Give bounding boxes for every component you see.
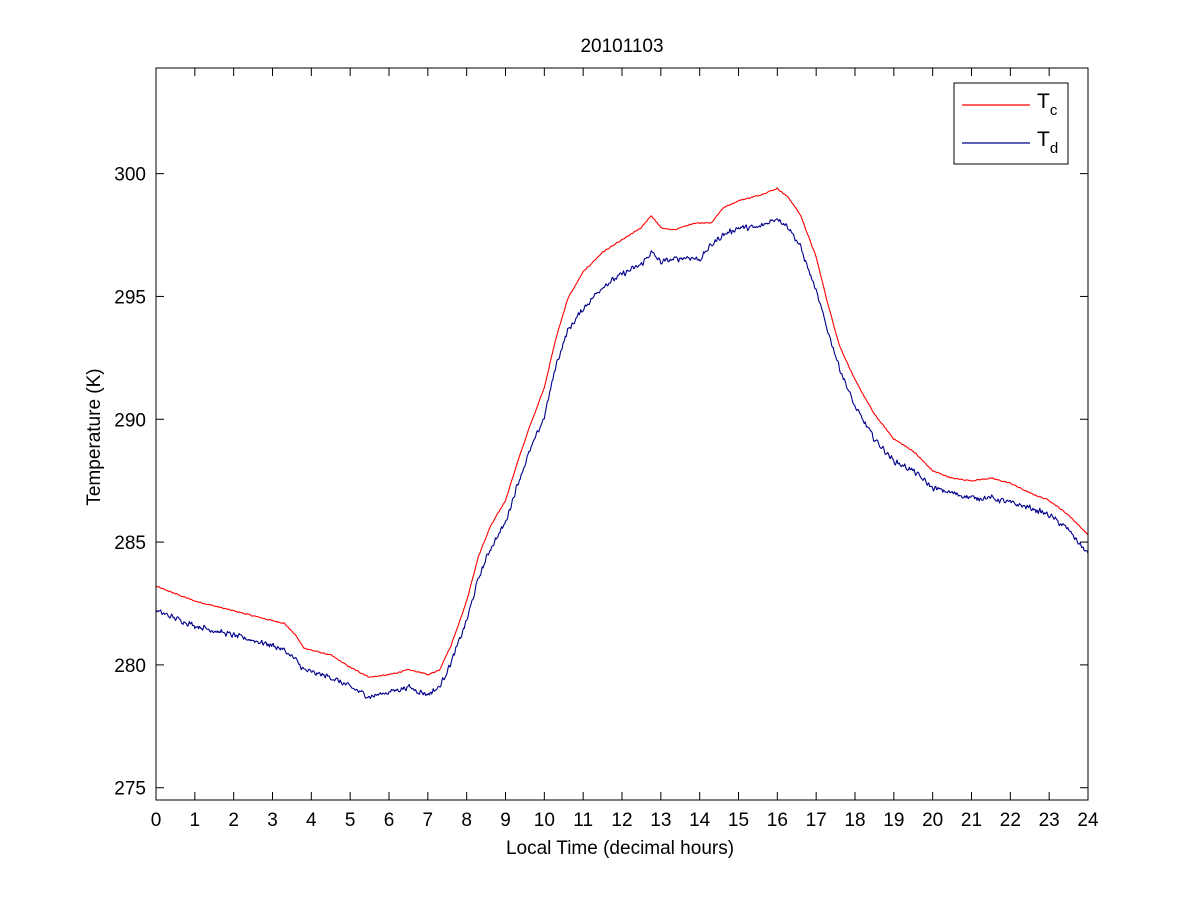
y-axis-label: Temperature (K) xyxy=(84,368,105,505)
x-tick-label: 5 xyxy=(345,810,356,831)
x-tick-label: 19 xyxy=(883,810,904,831)
y-tick-label: 290 xyxy=(114,410,146,431)
x-tick-label: 1 xyxy=(190,810,201,831)
x-tick-label: 15 xyxy=(728,810,749,831)
chart-title: 20101103 xyxy=(580,36,663,57)
x-tick-label: 7 xyxy=(423,810,434,831)
x-tick-label: 8 xyxy=(461,810,472,831)
legend-label: Tc xyxy=(1037,90,1058,119)
x-tick-label: 14 xyxy=(689,810,711,831)
x-tick-label: 4 xyxy=(306,810,317,831)
x-tick-label: 17 xyxy=(806,810,827,831)
x-tick-label: 9 xyxy=(500,810,511,831)
y-tick-label: 275 xyxy=(114,779,146,800)
legend-label-main: T xyxy=(1037,90,1050,113)
plot-area xyxy=(156,68,1088,800)
x-tick-label: 18 xyxy=(844,810,865,831)
x-axis-label: Local Time (decimal hours) xyxy=(506,838,734,859)
x-tick-label: 22 xyxy=(1000,810,1021,831)
x-tick-label: 3 xyxy=(267,810,278,831)
x-tick-label: 0 xyxy=(151,810,162,831)
legend-label-subscript: c xyxy=(1050,102,1058,119)
legend-box xyxy=(953,82,1069,165)
x-tick-label: 10 xyxy=(534,810,555,831)
x-tick-label: 13 xyxy=(650,810,671,831)
x-tick-label: 21 xyxy=(961,810,982,831)
y-tick-label: 300 xyxy=(114,165,146,186)
y-tick-label: 285 xyxy=(114,533,146,554)
series-line-Tc xyxy=(155,187,1089,678)
x-tick-label: 2 xyxy=(228,810,239,831)
x-tick-label: 23 xyxy=(1039,810,1060,831)
x-tick-label: 11 xyxy=(573,810,593,831)
ticks-layer: 0 1 2 3 4 5 6 7 8 9 10 11 12 13 14 15 16 17 18 19 20 21 22 23 24… xyxy=(114,68,1099,831)
series-line-Td xyxy=(155,218,1089,700)
plot-frame xyxy=(155,67,1089,801)
legend-label-main: T xyxy=(1037,128,1050,151)
x-tick-label: 20 xyxy=(922,810,943,831)
series-layer xyxy=(155,187,1089,700)
legend-label-subscript: d xyxy=(1050,140,1058,157)
legend-label: Td xyxy=(1037,128,1058,157)
y-tick-label: 295 xyxy=(114,287,146,308)
x-tick-label: 24 xyxy=(1077,810,1099,831)
x-tick-label: 16 xyxy=(767,810,788,831)
x-tick-label: 6 xyxy=(384,810,395,831)
x-tick-label: 12 xyxy=(611,810,632,831)
y-tick-label: 280 xyxy=(114,656,146,677)
